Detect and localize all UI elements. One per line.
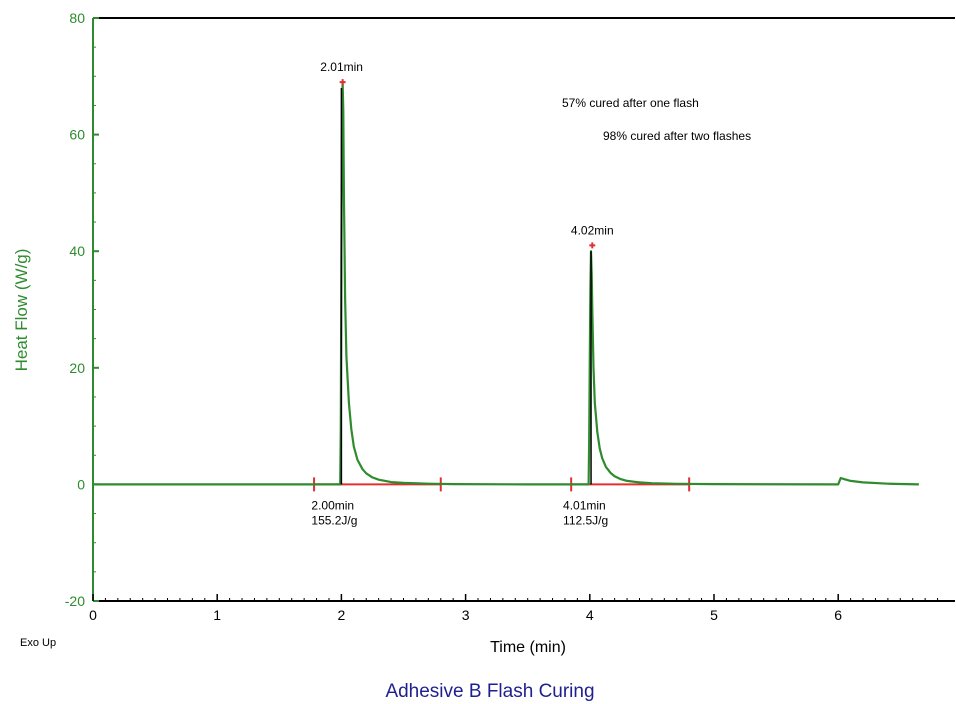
y-tick-label: 20 xyxy=(69,360,85,376)
x-tick-label: 6 xyxy=(834,607,842,623)
onset-label: 2.00min xyxy=(311,498,354,512)
peak-label: 2.01min xyxy=(320,60,363,74)
cure-note: 98% cured after two flashes xyxy=(603,129,751,143)
y-tick-label: 0 xyxy=(77,476,85,492)
exo-up-label: Exo Up xyxy=(20,637,56,649)
x-tick-label: 5 xyxy=(710,607,718,623)
y-tick-label: -20 xyxy=(65,593,85,609)
chart-title: Adhesive B Flash Curing xyxy=(385,681,594,702)
enthalpy-label: 112.5J/g xyxy=(563,513,608,527)
y-tick-label: 40 xyxy=(69,243,85,259)
x-tick-label: 3 xyxy=(462,607,470,623)
x-tick-label: 1 xyxy=(213,607,221,623)
y-tick-label: 60 xyxy=(69,127,85,143)
heat-flow-line xyxy=(93,80,919,486)
x-tick-label: 0 xyxy=(89,607,97,623)
y-axis-title: Heat Flow (W/g) xyxy=(12,249,31,372)
x-tick-label: 4 xyxy=(586,607,594,623)
cure-note: 57% cured after one flash xyxy=(562,96,699,110)
y-tick-label: 80 xyxy=(69,10,85,26)
enthalpy-label: 155.2J/g xyxy=(311,513,357,527)
series-layer xyxy=(93,80,919,486)
plot-frame xyxy=(92,17,955,602)
y-axis-ticks: -20 0 20 40 60 80 xyxy=(65,10,99,609)
x-axis-ticks: 0 1 2 3 4 5 6 xyxy=(89,594,939,623)
x-axis-title: Time (min) xyxy=(490,639,566,656)
peak-label: 4.02min xyxy=(571,223,614,237)
onset-label: 4.01min xyxy=(563,498,606,512)
x-tick-label: 2 xyxy=(338,607,346,623)
